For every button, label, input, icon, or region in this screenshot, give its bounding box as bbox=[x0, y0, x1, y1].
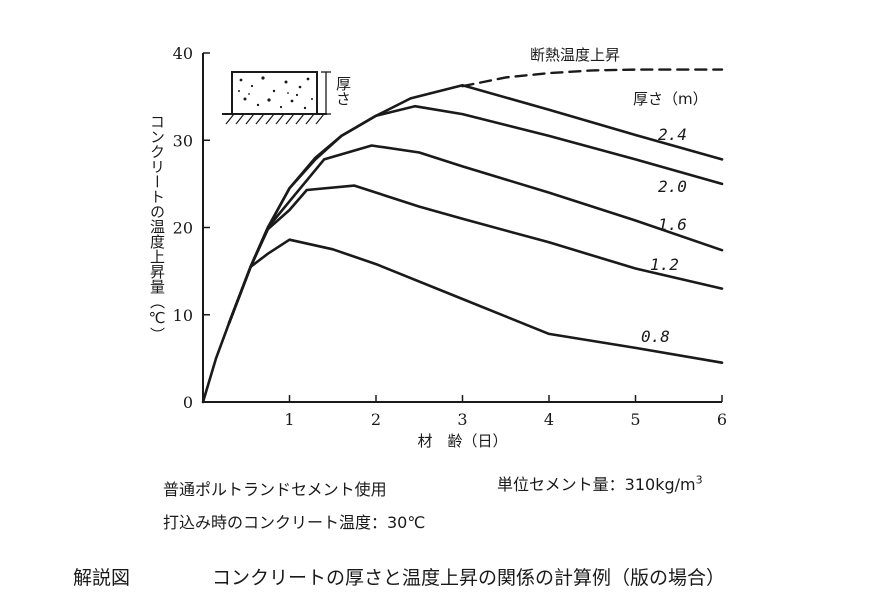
series-label: 2.4 bbox=[658, 125, 687, 144]
series-group bbox=[201, 68, 724, 404]
x-tick-label: 2 bbox=[371, 410, 381, 429]
figure-caption-label: 解説図 bbox=[73, 567, 131, 589]
note-placing-temperature: 打込み時のコンクリート温度：30℃ bbox=[163, 513, 426, 532]
series-label: 1.6 bbox=[658, 215, 687, 234]
x-tick-label: 4 bbox=[544, 410, 554, 429]
series-line-0-8 bbox=[227, 238, 724, 365]
ground-hatch bbox=[225, 113, 325, 125]
note-cement-amount-sup: 3 bbox=[695, 473, 703, 487]
x-tick-label: 5 bbox=[630, 410, 640, 429]
series-label: 0.8 bbox=[641, 327, 670, 346]
x-axis-title: 材 齢（日） bbox=[417, 432, 507, 450]
series-line-1-2 bbox=[227, 184, 724, 325]
note-cement-amount: 単位セメント量：310kg/m3 bbox=[497, 471, 703, 495]
aggregate-dots bbox=[238, 76, 313, 110]
series-label: 1.2 bbox=[650, 255, 679, 274]
slab-rect bbox=[231, 71, 318, 115]
legend-title: 厚さ（m） bbox=[633, 90, 708, 108]
y-axis-title: コンクリートの温度上昇量（℃） bbox=[148, 114, 166, 342]
series-label: 断熱温度上昇 bbox=[530, 46, 620, 64]
line-labels: 断熱温度上昇 2.4 2.0 1.6 1.2 0.8 厚さ（m） bbox=[530, 46, 708, 346]
x-tick-label: 3 bbox=[457, 410, 467, 429]
slab-inset-diagram: 厚さ bbox=[222, 71, 352, 125]
series-line-adiabatic bbox=[461, 68, 724, 88]
y-tick-label: 0 bbox=[183, 393, 193, 412]
x-tick-label: 1 bbox=[284, 410, 294, 429]
y-tick-label: 30 bbox=[173, 131, 193, 150]
inset-thickness-label: 厚さ bbox=[334, 76, 352, 106]
series-label: 2.0 bbox=[658, 177, 687, 196]
axes: 0 10 20 30 40 1 2 3 4 5 6 材 齢（日） コンクリートの温度上昇量（℃） bbox=[148, 44, 727, 450]
series-line-2-4 bbox=[201, 84, 724, 404]
note-cement-amount-text: 単位セメント量：310kg/m bbox=[497, 475, 696, 494]
y-tick-label: 10 bbox=[173, 306, 193, 325]
note-cement-type: 普通ポルトランドセメント使用 bbox=[163, 480, 387, 499]
figure-caption-text: コンクリートの厚さと温度上昇の関係の計算例（版の場合） bbox=[212, 567, 726, 589]
y-tick-label: 40 bbox=[173, 44, 193, 63]
y-tick-label: 20 bbox=[173, 219, 193, 238]
x-tick-label: 6 bbox=[717, 410, 727, 429]
